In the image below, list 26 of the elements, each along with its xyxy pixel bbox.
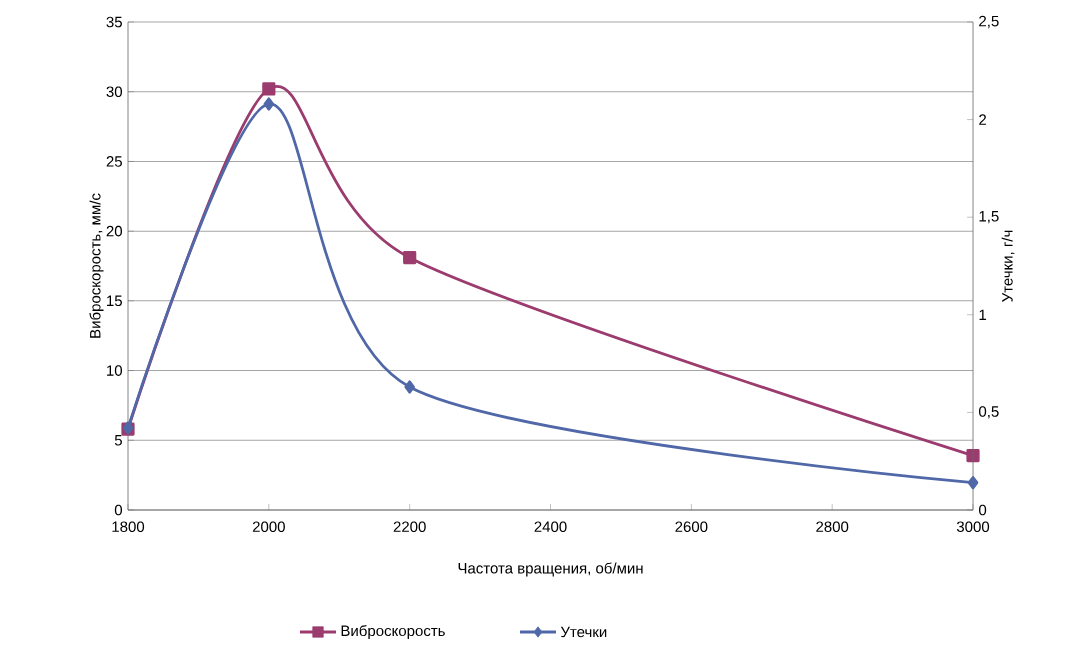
- y-tick-label: 25: [106, 156, 122, 167]
- y-tick-label: 30: [106, 86, 123, 98]
- x-tick-label: 1800: [112, 521, 145, 533]
- y2-tick-label: 0,5: [979, 406, 999, 419]
- legend-label: Утечки: [560, 626, 607, 638]
- y-tick-label: 35: [106, 16, 122, 28]
- x-tick-label: 2800: [816, 521, 849, 533]
- x-tick-label: 2000: [252, 521, 285, 533]
- x-axis-title: Частота вращения, об/мин: [458, 562, 643, 577]
- y-tick-label: 0: [114, 504, 123, 516]
- y2-tick-label: 1,5: [979, 211, 999, 224]
- x-tick-label: 2600: [675, 521, 708, 533]
- y2-tick-label: 2: [979, 114, 987, 125]
- y-axis-title: Виброскорость, мм/с: [89, 193, 104, 338]
- y-tick-label: 10: [107, 365, 123, 376]
- y2-tick-label: 1: [979, 309, 987, 320]
- y-tick-label: 5: [114, 435, 122, 446]
- y2-axis-title: Утечки, г/ч: [1001, 230, 1015, 302]
- y2-tick-label: 0: [979, 504, 987, 516]
- x-tick-label: 3000: [956, 521, 990, 533]
- x-tick-label: 2200: [393, 521, 426, 533]
- y2-tick-label: 2,5: [979, 15, 999, 29]
- y-tick-label: 20: [106, 225, 123, 237]
- y-tick-label: 15: [107, 295, 122, 307]
- legend-label: Виброскорость: [341, 624, 445, 640]
- x-tick-label: 2400: [534, 521, 567, 533]
